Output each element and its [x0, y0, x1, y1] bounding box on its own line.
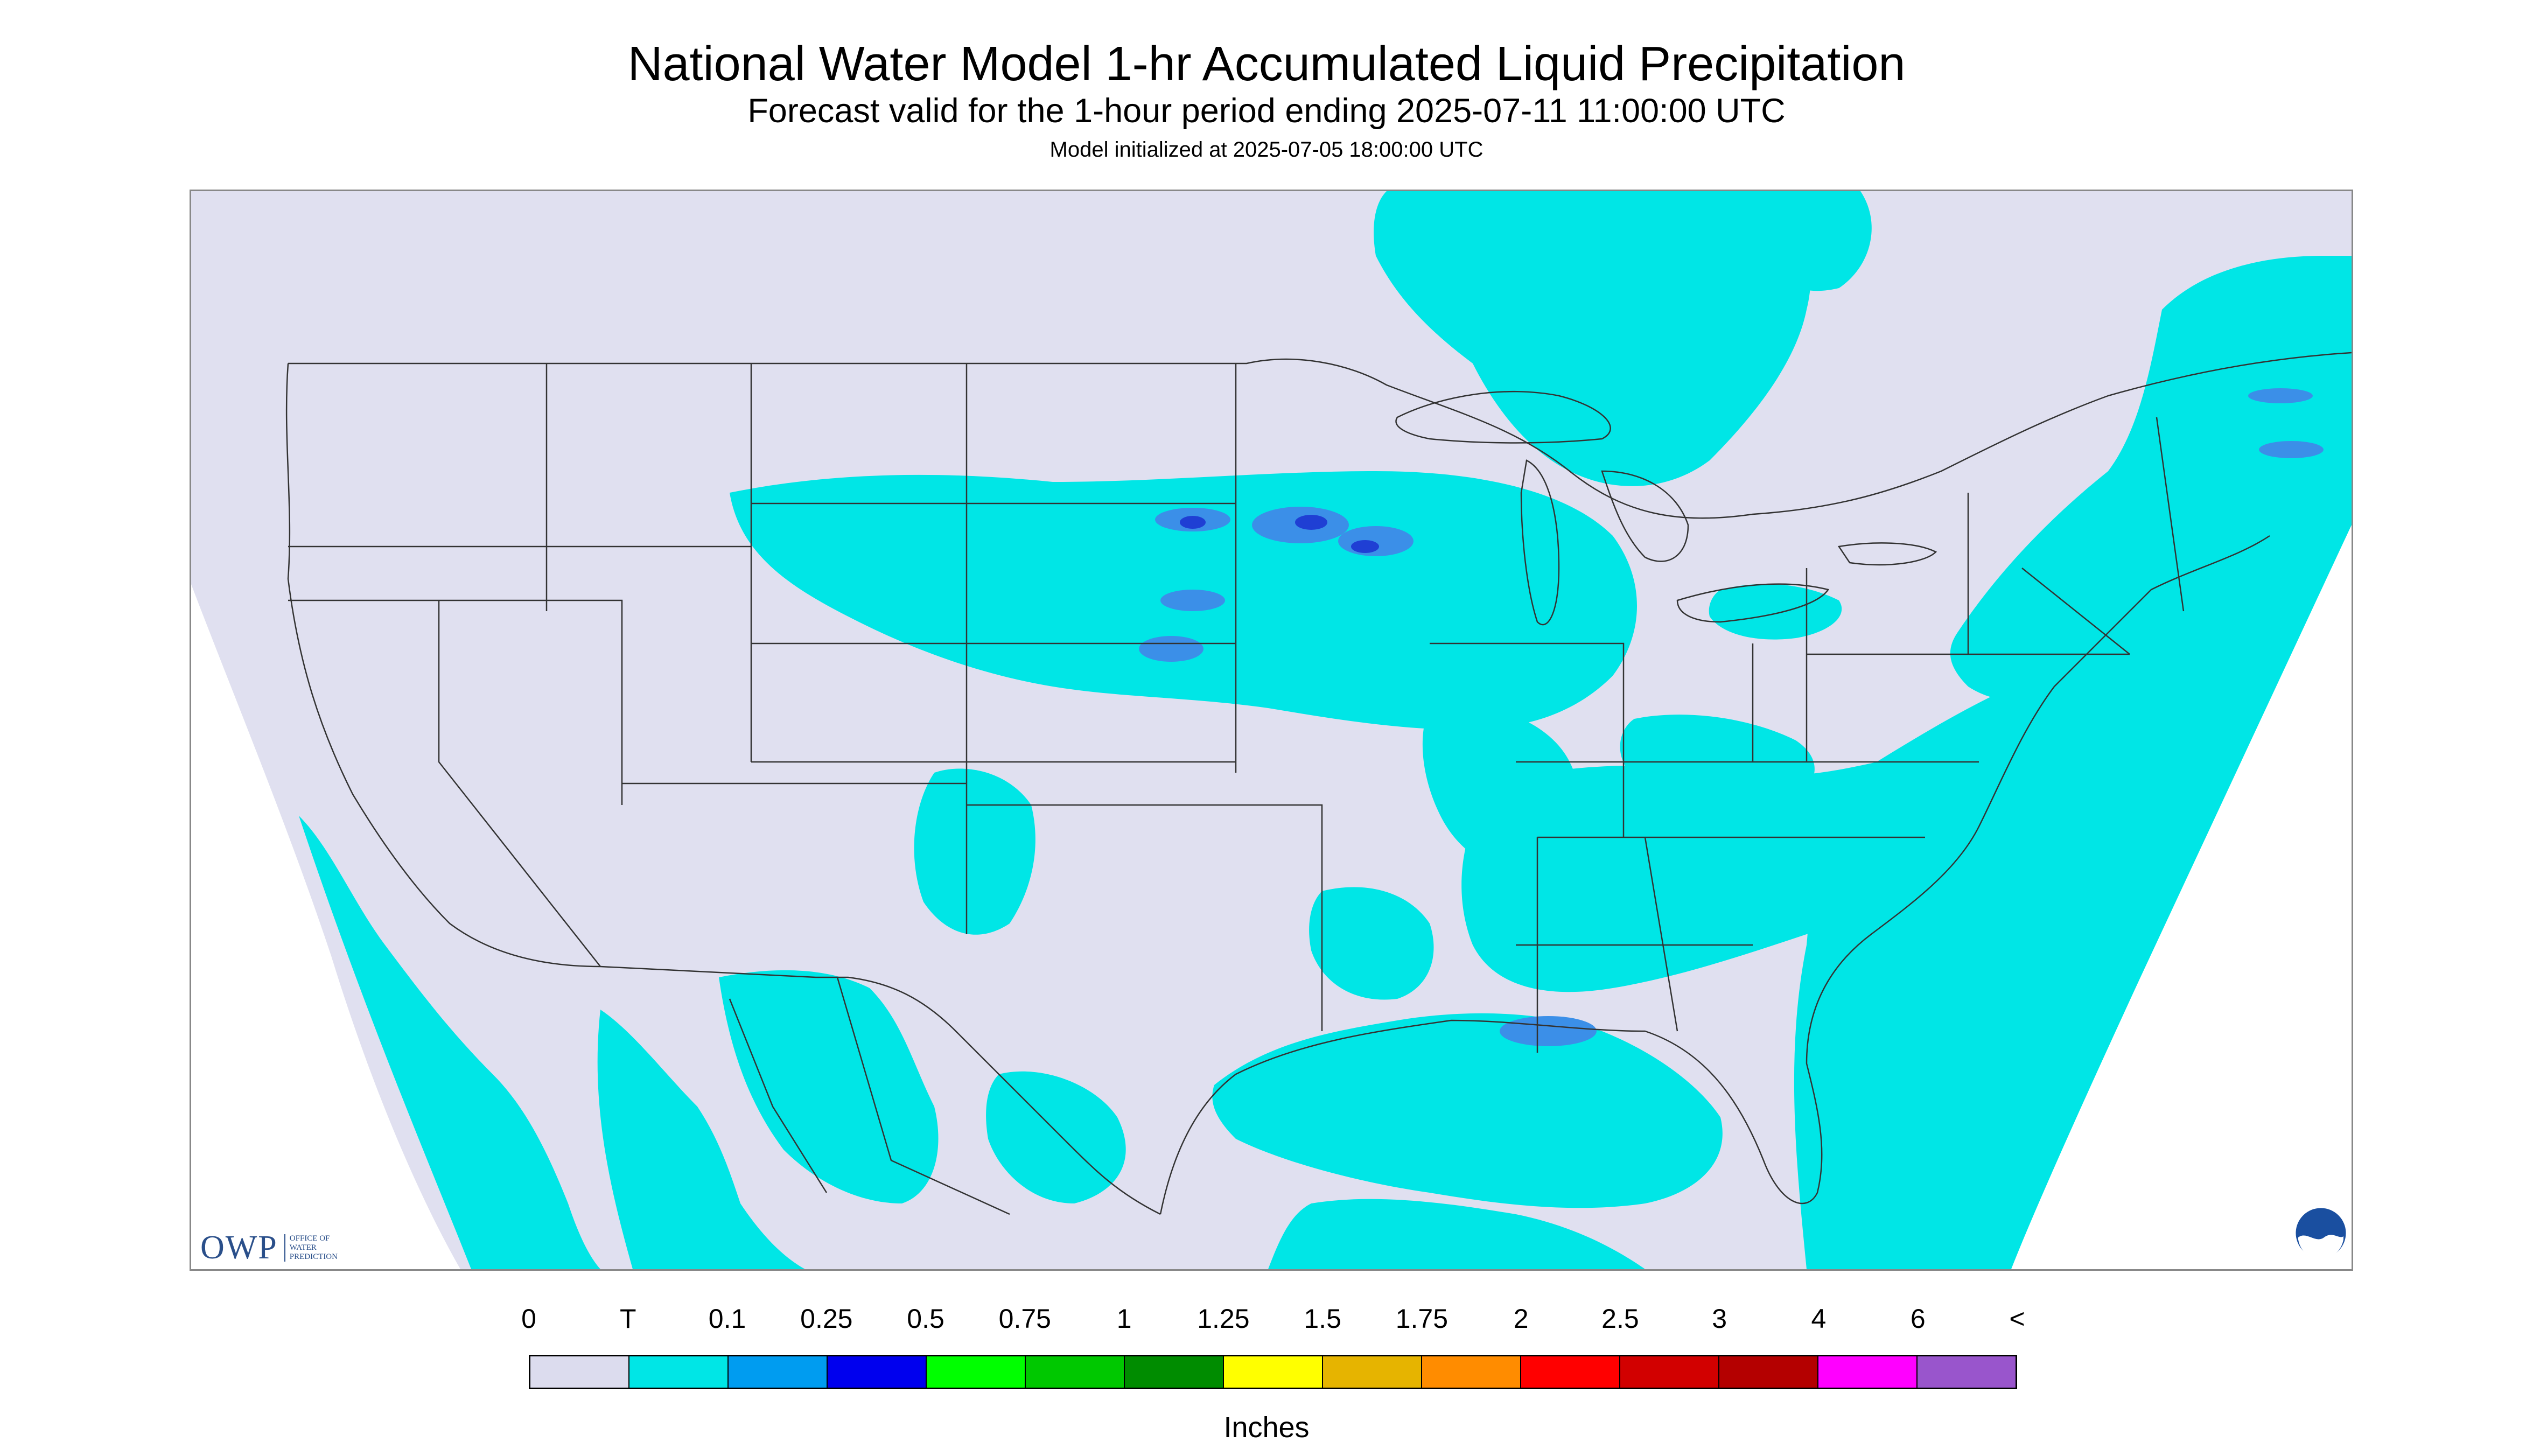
- legend-label: 0.75: [998, 1304, 1051, 1334]
- louisiana-precip-area: [1309, 887, 1434, 1000]
- map-canvas: [191, 191, 2352, 1269]
- east-outside-domain: [2011, 525, 2352, 1269]
- owp-logo-line: PREDICTION: [289, 1252, 338, 1261]
- legend-swatch: [629, 1356, 729, 1388]
- legend-label: 0.1: [708, 1304, 746, 1334]
- legend-label: 0: [521, 1304, 536, 1334]
- great-lakes: [1395, 390, 1937, 626]
- moderate-precip-cell: [1338, 526, 1414, 556]
- legend-swatch: [828, 1356, 927, 1388]
- heavy-precip-cell: [1180, 516, 1206, 529]
- moderate-precip-cell: [1139, 636, 1203, 662]
- baja-precip-area: [597, 1010, 805, 1269]
- southeast-precip-area: [1461, 751, 1968, 992]
- legend-label: 1: [1116, 1304, 1132, 1334]
- heavy-precip-cell: [1351, 540, 1379, 553]
- lake-michigan: [1520, 459, 1560, 626]
- lake-huron: [1601, 470, 1689, 562]
- legend-label: 4: [1811, 1304, 1827, 1334]
- gulf-coastline: [1159, 535, 2270, 1215]
- pacific-precip-area: [299, 816, 600, 1269]
- canada-precip-area: [1374, 191, 1811, 486]
- legend-color-bar: [529, 1355, 2017, 1389]
- legend-label: 3: [1712, 1304, 1727, 1334]
- northeast-precip-area: [1950, 256, 2352, 702]
- forecast-valid-subtitle: Forecast valid for the 1-hour period end…: [747, 92, 1786, 130]
- light-precip-layer: [299, 191, 2352, 1269]
- us-mexico-border: [600, 965, 1161, 1215]
- state-line: [729, 998, 828, 1193]
- owp-logo: OWP OFFICE OF WATER PREDICTION: [200, 1229, 338, 1267]
- legend-label: 1.5: [1304, 1304, 1341, 1334]
- atlantic-precip-area: [1794, 557, 2352, 1269]
- legend-labels: 0 T 0.1 0.25 0.5 0.75 1 1.25 1.5 1.75 2 2.5 3 4 6 <: [0, 1303, 2533, 1341]
- legend-label: 2.5: [1601, 1304, 1639, 1334]
- legend-label: 0.25: [800, 1304, 853, 1334]
- gulf-precip-area: [1212, 1013, 1723, 1208]
- moderate-precip-cell: [2248, 388, 2313, 403]
- lake-superior: [1395, 390, 1611, 444]
- legend-swatch: [1918, 1356, 2016, 1388]
- legend-label: 0.5: [907, 1304, 944, 1334]
- caribbean-precip-area: [1268, 1199, 1645, 1269]
- state-line: [1430, 642, 1625, 837]
- legend-label: <: [2009, 1304, 2025, 1334]
- legend-label: 6: [1910, 1304, 1926, 1334]
- legend-swatch: [1026, 1356, 1125, 1388]
- legend-swatch: [1323, 1356, 1422, 1388]
- legend-swatch: [1422, 1356, 1521, 1388]
- state-line: [288, 599, 623, 805]
- moderate-precip-cell: [1500, 1016, 1597, 1046]
- lake-erie: [1676, 583, 1830, 623]
- outside-domain-layer: [191, 525, 2352, 1269]
- legend-swatch: [530, 1356, 629, 1388]
- mexico-precip-area: [719, 970, 939, 1203]
- moderate-precip-cell: [1160, 590, 1225, 611]
- political-boundaries: [285, 352, 2352, 1215]
- legend-label: 1.25: [1197, 1304, 1250, 1334]
- state-line: [1644, 837, 1678, 1032]
- model-init-subtitle: Model initialized at 2025-07-05 18:00:00…: [1049, 138, 1484, 162]
- owp-logo-mark: OWP: [200, 1229, 278, 1266]
- mexico-east-precip-area: [986, 1071, 1126, 1203]
- state-line: [2156, 417, 2185, 612]
- map-title: National Water Model 1-hr Accumulated Li…: [627, 37, 1906, 91]
- precipitation-map: [190, 190, 2353, 1271]
- legend-label: 2: [1513, 1304, 1529, 1334]
- state-line: [2021, 568, 2130, 655]
- moderate-precip-cell: [2259, 441, 2324, 458]
- heavy-precip-cell: [1295, 515, 1327, 530]
- owp-logo-line: OFFICE OF: [289, 1234, 330, 1243]
- noaa-logo-icon: [2294, 1206, 2348, 1260]
- ohio-valley-precip-area: [1620, 715, 1815, 807]
- lake-erie-precip-area: [1709, 584, 1842, 640]
- west-outside-domain: [191, 584, 460, 1269]
- legend-swatch: [1719, 1356, 1818, 1388]
- legend-swatch: [1818, 1356, 1918, 1388]
- lake-ontario: [1837, 542, 1937, 566]
- legend-swatch: [1125, 1356, 1224, 1388]
- owp-logo-text: OFFICE OF WATER PREDICTION: [284, 1234, 338, 1262]
- legend-swatch: [1521, 1356, 1620, 1388]
- state-line: [967, 804, 1323, 1031]
- owp-logo-line: WATER: [289, 1243, 317, 1252]
- quebec-precip-area: [1748, 191, 1872, 291]
- legend-swatch: [1224, 1356, 1323, 1388]
- moderate-precip-layer: [1139, 388, 2324, 1046]
- legend-swatch: [729, 1356, 828, 1388]
- legend-swatch: [1620, 1356, 1719, 1388]
- legend-label: T: [619, 1304, 636, 1334]
- legend-units-label: Inches: [1223, 1411, 1310, 1444]
- legend-label: 1.75: [1395, 1304, 1449, 1334]
- texas-scattered-precip-area: [914, 768, 1035, 935]
- state-line: [438, 600, 601, 967]
- pacific-coastline: [285, 363, 601, 968]
- legend-swatch: [927, 1356, 1026, 1388]
- us-canada-border: [288, 352, 2352, 519]
- state-line: [836, 977, 1010, 1215]
